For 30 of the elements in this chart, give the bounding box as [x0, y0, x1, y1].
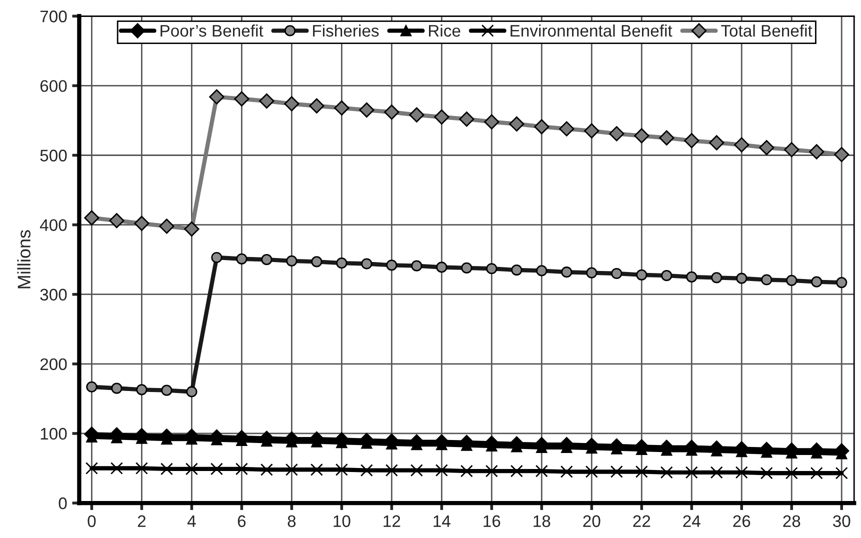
x-tick-label: 2 [138, 515, 146, 527]
x-tick-label: 0 [88, 515, 96, 528]
y-tick-label: 600 [40, 80, 67, 92]
y-tick-label: 200 [40, 358, 67, 370]
legend-label: Poor’s Benefit [160, 24, 264, 37]
legend-label: Environmental Benefit [510, 24, 672, 37]
x-tick-label: 30 [832, 515, 850, 528]
x-tick-label: 16 [484, 515, 500, 528]
x-tick-label: 24 [683, 515, 700, 527]
x-tick-label: 22 [633, 515, 650, 527]
x-tick-label: 20 [583, 515, 600, 528]
x-tick-label: 14 [434, 515, 450, 527]
legend-label: Rice [428, 24, 460, 37]
x-tick-label: 6 [238, 515, 246, 528]
x-tick-label: 12 [384, 515, 400, 527]
y-tick-label: 400 [40, 219, 67, 232]
x-tick-label: 28 [783, 515, 800, 528]
x-tick-label: 10 [334, 515, 350, 528]
y-tick-label: 0 [58, 497, 67, 510]
y-axis-title: Millions [17, 230, 30, 288]
y-tick-label: 100 [40, 428, 67, 440]
x-tick-label: 26 [733, 515, 750, 528]
y-tick-label: 700 [40, 10, 67, 22]
x-tick-label: 18 [534, 515, 550, 528]
y-tick-label: 500 [40, 150, 67, 162]
legend-label: Total Benefit [721, 24, 812, 37]
legend-label: Fisheries [313, 24, 379, 37]
x-tick-label: 8 [288, 515, 296, 528]
x-tick-label: 4 [187, 515, 196, 527]
y-tick-label: 300 [40, 288, 67, 301]
